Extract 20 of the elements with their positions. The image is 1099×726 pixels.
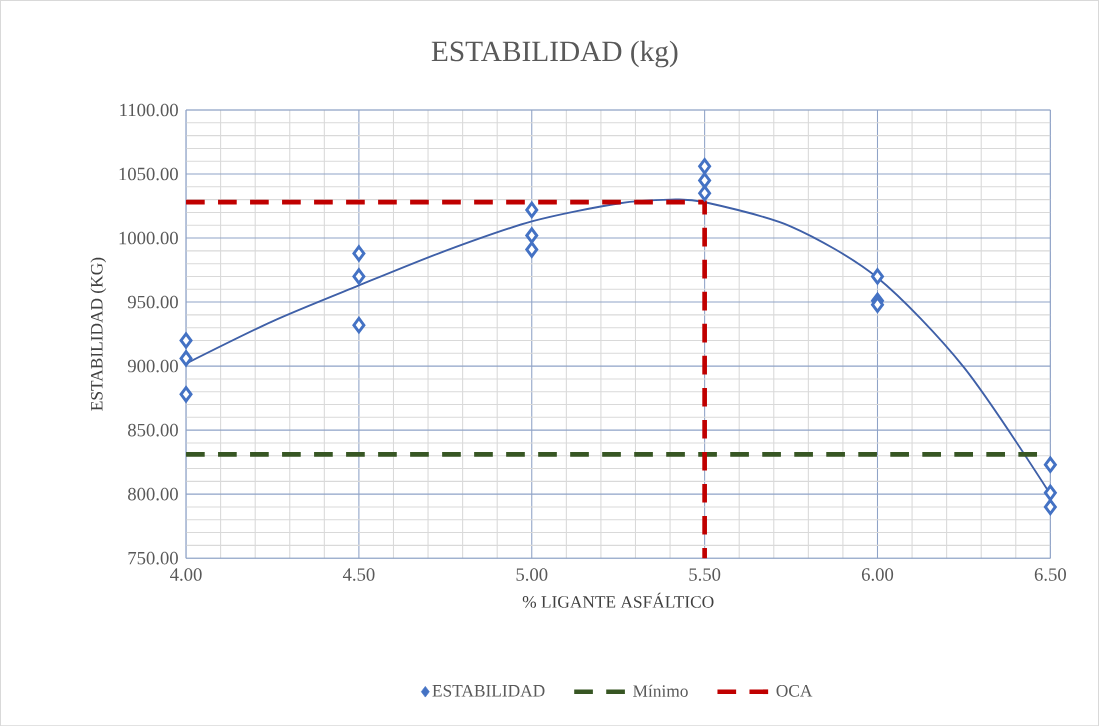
y-tick-label: 800.00 xyxy=(128,487,178,501)
y-tick-label: 850.00 xyxy=(128,423,178,437)
y-tick-label: 900.00 xyxy=(127,359,178,373)
chart-title: ESTABILIDAD (kg) xyxy=(431,40,678,68)
y-tick-label: 1100.00 xyxy=(120,103,178,117)
legend-label: Mínimo xyxy=(633,684,688,697)
x-axis-title: % LIGANTE ASFÁLTICO xyxy=(522,592,714,608)
x-tick-label: 5.50 xyxy=(689,568,721,581)
x-tick-label: 5.00 xyxy=(516,568,548,581)
y-tick-label: 750.00 xyxy=(128,551,178,565)
y-tick-label: 950.00 xyxy=(127,295,178,309)
x-tick-label: 4.50 xyxy=(342,568,375,581)
x-tick-label: 4.00 xyxy=(170,568,202,581)
legend-label: OCA xyxy=(776,684,813,697)
legend-label: ESTABILIDAD xyxy=(432,684,545,697)
x-tick-label: 6.00 xyxy=(861,568,894,581)
y-tick-label: 1000.00 xyxy=(119,231,178,245)
x-tick-label: 6.50 xyxy=(1034,568,1066,581)
y-axis-title: ESTABILIDAD (KG) xyxy=(90,257,107,411)
y-tick-label: 1050.00 xyxy=(119,167,178,181)
